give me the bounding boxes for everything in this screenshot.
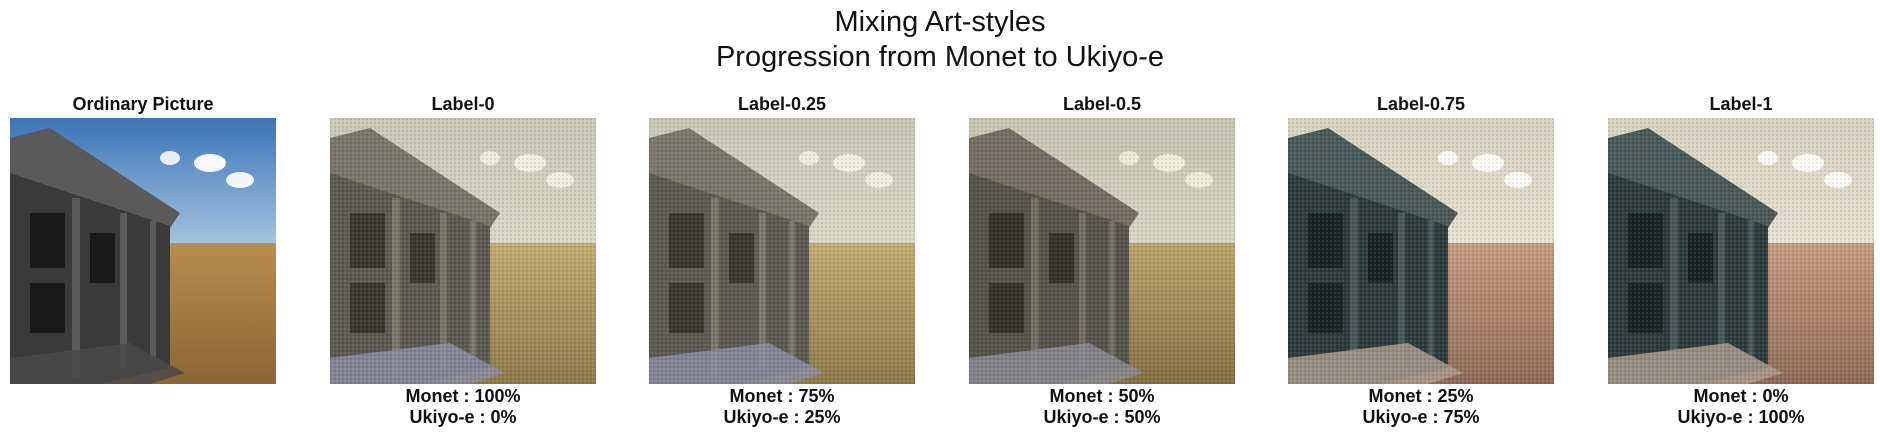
panel-title: Label-1 xyxy=(1709,94,1773,114)
caption-ukiyo: Ukiyo-e : 100% xyxy=(1677,407,1805,427)
caption-ukiyo: Ukiyo-e : 50% xyxy=(1043,407,1161,427)
figure-title: Mixing Art-styles xyxy=(834,6,1046,38)
panel-image xyxy=(330,118,596,384)
caption-monet: Monet : 100% xyxy=(405,386,521,406)
panel-image xyxy=(1288,118,1554,384)
panel-image xyxy=(10,118,276,384)
figure-subtitle: Progression from Monet to Ukiyo-e xyxy=(715,41,1165,73)
figure-panel: Label-0.25 Monet : 75% Ukiy xyxy=(649,92,915,427)
panel-image-frame xyxy=(649,118,915,384)
panel-title: Ordinary Picture xyxy=(72,94,214,114)
panel-image-frame xyxy=(1608,118,1874,384)
panel-caption: Monet : 0% Ukiyo-e : 100% xyxy=(1608,386,1874,428)
caption-monet: Monet : 50% xyxy=(1049,386,1155,406)
figure-panel: Label-0 Monet : 100% Ukiyo- xyxy=(330,92,596,427)
panel-image-frame xyxy=(330,118,596,384)
panel-image-frame xyxy=(1288,118,1554,384)
panel-image-frame xyxy=(10,118,276,384)
figure-panel: Label-0.75 Monet : 25% Ukiy xyxy=(1288,92,1554,427)
caption-monet: Monet : 75% xyxy=(729,386,835,406)
panel-image xyxy=(969,118,1235,384)
figure-panel: Ordinary Picture xyxy=(10,92,276,384)
caption-ukiyo: Ukiyo-e : 0% xyxy=(409,407,517,427)
figure-panel: Label-1 Monet : 0% Ukiyo-e xyxy=(1608,92,1874,427)
caption-ukiyo: Ukiyo-e : 25% xyxy=(723,407,841,427)
panel-title: Label-0.25 xyxy=(737,94,827,114)
panel-caption: Monet : 50% Ukiyo-e : 50% xyxy=(969,386,1235,428)
panel-caption: Monet : 75% Ukiyo-e : 25% xyxy=(649,386,915,428)
panel-title: Label-0 xyxy=(431,94,495,114)
panel-title: Label-0.75 xyxy=(1376,94,1466,114)
panel-image xyxy=(649,118,915,384)
panel-title: Label-0.5 xyxy=(1062,94,1142,114)
caption-monet: Monet : 25% xyxy=(1368,386,1474,406)
panel-image-frame xyxy=(969,118,1235,384)
caption-monet: Monet : 0% xyxy=(1693,386,1789,406)
figure-panel: Label-0.5 Monet : 50% Ukiyo xyxy=(969,92,1235,427)
panel-caption: Monet : 25% Ukiyo-e : 75% xyxy=(1288,386,1554,428)
panel-caption: Monet : 100% Ukiyo-e : 0% xyxy=(330,386,596,428)
caption-ukiyo: Ukiyo-e : 75% xyxy=(1362,407,1480,427)
panel-image xyxy=(1608,118,1874,384)
